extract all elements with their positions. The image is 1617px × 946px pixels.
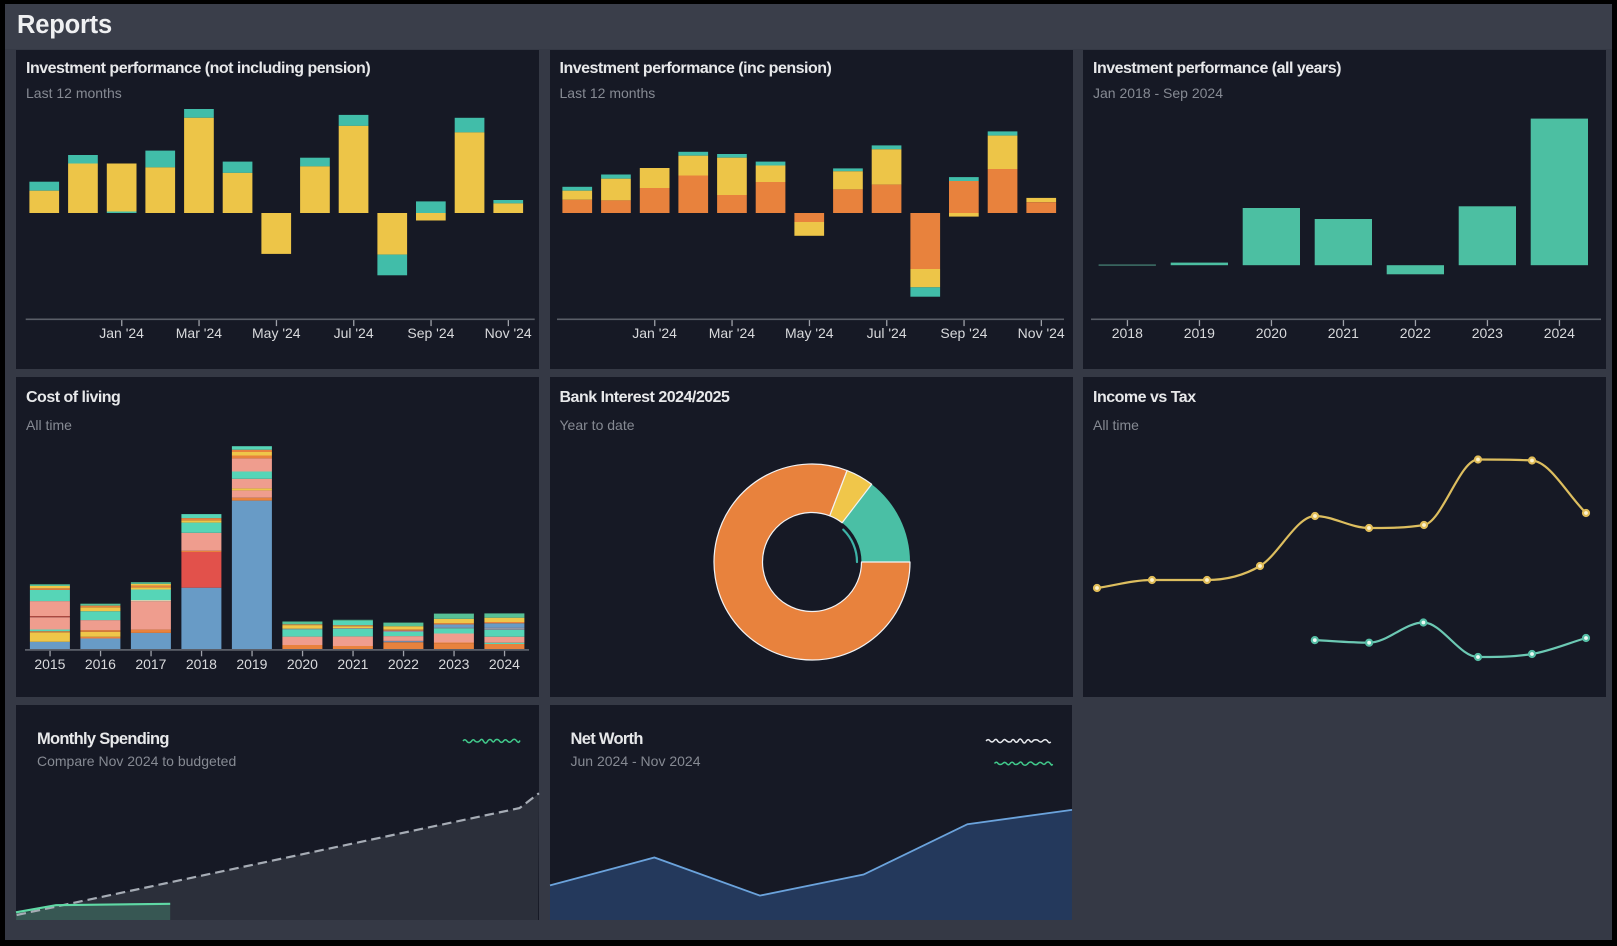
svg-text:2017: 2017 — [135, 656, 166, 672]
svg-text:2021: 2021 — [337, 656, 368, 672]
svg-text:2022: 2022 — [1400, 325, 1431, 341]
svg-text:2022: 2022 — [388, 656, 419, 672]
svg-text:Jan '24: Jan '24 — [99, 325, 144, 341]
svg-text:May '24: May '24 — [785, 325, 834, 341]
svg-text:2019: 2019 — [1184, 325, 1215, 341]
svg-text:2020: 2020 — [287, 656, 318, 672]
svg-text:2019: 2019 — [236, 656, 267, 672]
svg-text:Nov '24: Nov '24 — [485, 325, 532, 341]
svg-text:2024: 2024 — [489, 656, 520, 672]
svg-text:2018: 2018 — [1112, 325, 1143, 341]
svg-text:Sep '24: Sep '24 — [940, 325, 987, 341]
svg-text:Nov '24: Nov '24 — [1018, 325, 1065, 341]
svg-text:2024: 2024 — [1544, 325, 1575, 341]
svg-text:2018: 2018 — [186, 656, 217, 672]
svg-text:Jul '24: Jul '24 — [334, 325, 374, 341]
svg-text:2015: 2015 — [34, 656, 65, 672]
svg-text:2023: 2023 — [1472, 325, 1503, 341]
svg-text:2020: 2020 — [1256, 325, 1287, 341]
svg-text:2023: 2023 — [438, 656, 469, 672]
svg-text:2016: 2016 — [85, 656, 116, 672]
svg-text:Jul '24: Jul '24 — [867, 325, 907, 341]
svg-text:2021: 2021 — [1328, 325, 1359, 341]
svg-text:May '24: May '24 — [252, 325, 301, 341]
svg-text:Jan '24: Jan '24 — [632, 325, 677, 341]
svg-text:Mar '24: Mar '24 — [709, 325, 755, 341]
svg-text:Mar '24: Mar '24 — [176, 325, 222, 341]
svg-text:Sep '24: Sep '24 — [407, 325, 454, 341]
